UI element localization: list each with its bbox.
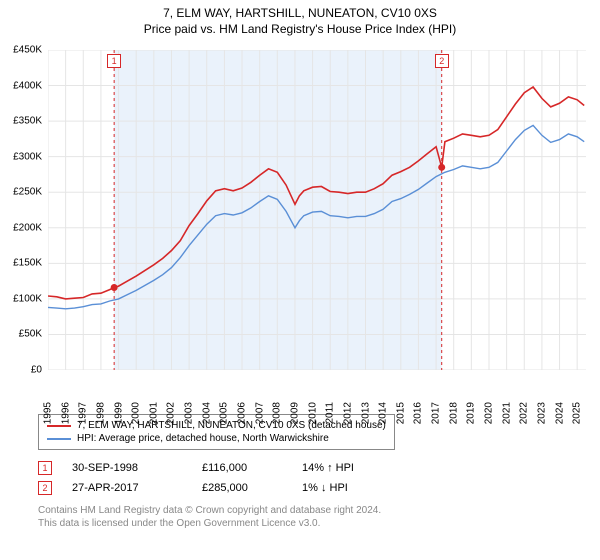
x-tick-label: 2016 bbox=[413, 402, 424, 424]
x-tick-label: 2014 bbox=[378, 402, 389, 424]
y-tick-label: £350K bbox=[13, 116, 42, 127]
x-tick-label: 2001 bbox=[148, 402, 159, 424]
y-axis-labels: £0£50K£100K£150K£200K£250K£300K£350K£400… bbox=[0, 50, 44, 370]
x-tick-label: 2010 bbox=[307, 402, 318, 424]
legend-swatch bbox=[47, 425, 71, 427]
x-tick-label: 2022 bbox=[519, 402, 530, 424]
x-tick-label: 2020 bbox=[483, 402, 494, 424]
x-tick-label: 2017 bbox=[431, 402, 442, 424]
x-tick-label: 2006 bbox=[237, 402, 248, 424]
footnote-line: Contains HM Land Registry data © Crown c… bbox=[38, 504, 600, 517]
x-tick-label: 2019 bbox=[466, 402, 477, 424]
x-tick-label: 2002 bbox=[166, 402, 177, 424]
x-tick-label: 2024 bbox=[554, 402, 565, 424]
x-tick-label: 2007 bbox=[254, 402, 265, 424]
chart-subtitle: Price paid vs. HM Land Registry's House … bbox=[0, 22, 600, 36]
chart-area: £0 £50K £100K £150K £200K £250K £300K £350K £400… bbox=[0, 40, 600, 410]
legend-swatch bbox=[47, 438, 71, 440]
y-tick-label: £200K bbox=[13, 222, 42, 233]
x-tick-label: 1997 bbox=[78, 402, 89, 424]
x-tick-label: 2004 bbox=[201, 402, 212, 424]
x-tick-label: 2013 bbox=[360, 402, 371, 424]
x-tick-label: 2000 bbox=[131, 402, 142, 424]
sale-price: £116,000 bbox=[202, 462, 302, 474]
x-tick-label: 1995 bbox=[43, 402, 54, 424]
x-tick-label: 2025 bbox=[572, 402, 583, 424]
y-tick-label: £450K bbox=[13, 45, 42, 56]
x-tick-label: 2015 bbox=[395, 402, 406, 424]
sale-delta: 1% ↓ HPI bbox=[302, 482, 402, 494]
y-tick-label: £50K bbox=[19, 329, 42, 340]
sale-price: £285,000 bbox=[202, 482, 302, 494]
marker-label: 2 bbox=[38, 481, 52, 495]
chart-svg bbox=[48, 50, 586, 370]
y-tick-label: £300K bbox=[13, 151, 42, 162]
legend-row: HPI: Average price, detached house, Nort… bbox=[47, 432, 386, 445]
x-tick-label: 2008 bbox=[272, 402, 283, 424]
x-tick-label: 1998 bbox=[95, 402, 106, 424]
legend: 7, ELM WAY, HARTSHILL, NUNEATON, CV10 0X… bbox=[38, 414, 395, 450]
x-tick-label: 1999 bbox=[113, 402, 124, 424]
titles: 7, ELM WAY, HARTSHILL, NUNEATON, CV10 0X… bbox=[0, 0, 600, 40]
marker-label: 1 bbox=[107, 54, 121, 68]
footnote: Contains HM Land Registry data © Crown c… bbox=[38, 504, 600, 530]
y-tick-label: £100K bbox=[13, 293, 42, 304]
x-tick-label: 2018 bbox=[448, 402, 459, 424]
y-tick-label: £400K bbox=[13, 80, 42, 91]
x-tick-label: 1996 bbox=[60, 402, 71, 424]
table-row: 1 30-SEP-1998£116,00014% ↑ HPI bbox=[38, 458, 600, 478]
x-tick-label: 2012 bbox=[342, 402, 353, 424]
x-tick-label: 2003 bbox=[184, 402, 195, 424]
marker-label: 2 bbox=[435, 54, 449, 68]
marker-label: 1 bbox=[38, 461, 52, 475]
table-row: 2 27-APR-2017£285,0001% ↓ HPI bbox=[38, 478, 600, 498]
sales-table: 1 30-SEP-1998£116,00014% ↑ HPI 2 27-APR-201… bbox=[38, 458, 600, 498]
x-tick-label: 2023 bbox=[536, 402, 547, 424]
y-tick-label: £250K bbox=[13, 187, 42, 198]
chart-title: 7, ELM WAY, HARTSHILL, NUNEATON, CV10 0X… bbox=[0, 6, 600, 20]
x-axis-labels: 1995199619971998199920002001200220032004… bbox=[48, 372, 586, 412]
sale-date: 27-APR-2017 bbox=[72, 482, 202, 494]
x-tick-label: 2009 bbox=[289, 402, 300, 424]
y-tick-label: £150K bbox=[13, 258, 42, 269]
legend-label: HPI: Average price, detached house, Nort… bbox=[77, 433, 329, 444]
y-tick-label: £0 bbox=[31, 365, 42, 376]
x-tick-label: 2005 bbox=[219, 402, 230, 424]
sale-date: 30-SEP-1998 bbox=[72, 462, 202, 474]
sale-delta: 14% ↑ HPI bbox=[302, 462, 402, 474]
x-tick-label: 2021 bbox=[501, 402, 512, 424]
chart-container: 7, ELM WAY, HARTSHILL, NUNEATON, CV10 0X… bbox=[0, 0, 600, 560]
footnote-line: This data is licensed under the Open Gov… bbox=[38, 517, 600, 530]
x-tick-label: 2011 bbox=[325, 402, 336, 424]
plot-area bbox=[48, 50, 586, 370]
